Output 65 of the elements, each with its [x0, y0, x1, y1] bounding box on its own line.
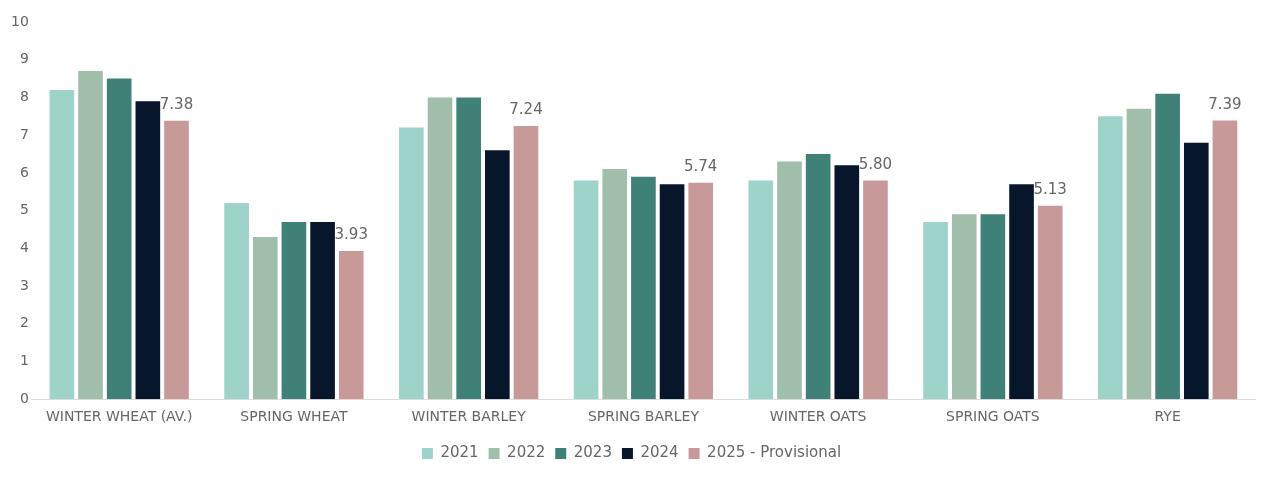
y-tick-label: 1 [19, 352, 29, 369]
bar [1097, 116, 1123, 400]
y-tick-label: 5 [19, 201, 29, 218]
y-tick-label: 2 [19, 314, 29, 331]
x-tick-label: WINTER BARLEY [411, 408, 527, 425]
bar [631, 176, 656, 400]
bar [1183, 142, 1209, 400]
bar [49, 89, 75, 400]
bar [573, 180, 599, 400]
bar [1009, 184, 1034, 400]
bar [863, 180, 888, 400]
data-label: 5.80 [858, 154, 893, 173]
bar [281, 221, 307, 400]
y-tick-label: 0 [19, 389, 29, 406]
x-tick-label: SPRING OATS [946, 408, 1040, 425]
bar [135, 101, 161, 400]
x-tick-label: RYE [1154, 408, 1181, 425]
y-tick-label: 9 [19, 50, 29, 67]
y-tick-label: 10 [10, 12, 29, 29]
y-tick-label: 4 [19, 238, 29, 255]
bar [399, 127, 424, 400]
bar [659, 184, 685, 400]
legend-label: 2024 [640, 443, 679, 462]
bar [485, 150, 510, 400]
x-tick-label: SPRING WHEAT [240, 408, 348, 425]
x-tick-label: WINTER WHEAT (AV.) [45, 408, 193, 425]
data-label: 7.38 [159, 95, 194, 114]
x-tick-label: SPRING BARLEY [587, 408, 700, 425]
bar [106, 78, 132, 400]
legend-label: 2023 [573, 443, 612, 462]
x-tick-label: WINTER OATS [769, 408, 867, 425]
legend-label: 2021 [440, 443, 479, 462]
bar [1155, 93, 1180, 400]
bar [777, 161, 802, 400]
legend-label: 2025 - Provisional [707, 443, 842, 462]
bar [688, 182, 714, 400]
bar [951, 214, 977, 400]
bar [805, 154, 831, 400]
bar [164, 120, 189, 400]
bar [923, 221, 948, 400]
data-label: 7.24 [509, 100, 543, 119]
y-tick-label: 3 [19, 276, 29, 293]
y-tick-label: 6 [19, 163, 29, 180]
bar [338, 250, 364, 400]
bar [602, 169, 628, 400]
bar [834, 165, 860, 400]
bar [252, 237, 278, 400]
bar [310, 221, 335, 400]
data-label: 5.13 [1033, 180, 1067, 199]
data-label: 3.93 [334, 225, 368, 244]
bar [1037, 205, 1063, 400]
bar [748, 180, 774, 400]
bar [427, 97, 453, 400]
bar [980, 214, 1006, 400]
y-tick-label: 8 [19, 88, 29, 105]
bar [456, 97, 481, 400]
bar [78, 71, 103, 400]
y-tick-label: 7 [19, 125, 29, 142]
data-label: 7.39 [1208, 94, 1242, 113]
bar [1126, 108, 1152, 400]
data-label: 5.74 [684, 157, 718, 176]
bar [513, 126, 539, 400]
bar [224, 203, 249, 400]
bar [1212, 120, 1238, 400]
legend-label: 2022 [507, 443, 546, 462]
